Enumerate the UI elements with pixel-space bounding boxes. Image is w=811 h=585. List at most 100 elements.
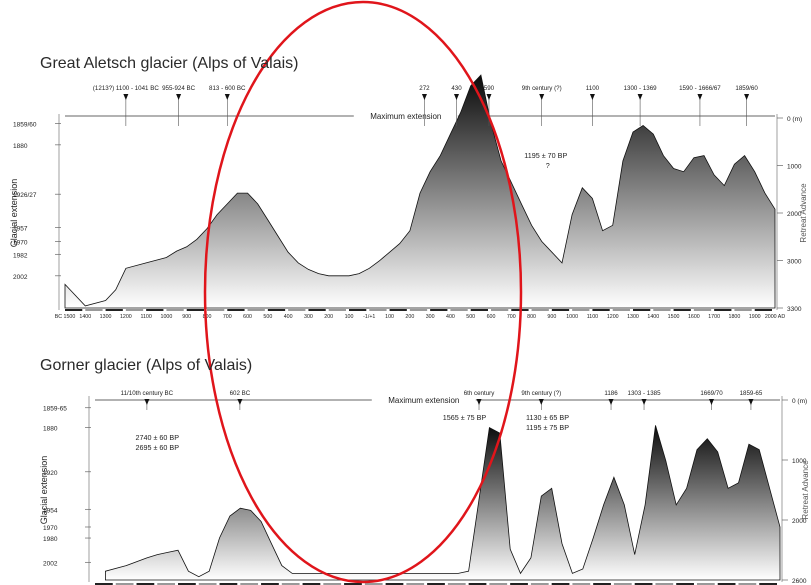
aletsch-xtick-label: 300 — [304, 314, 313, 320]
chart-title-aletsch: Great Aletsch glacier (Alps of Valais) — [40, 55, 298, 73]
aletsch-period-arrow — [638, 94, 643, 100]
aletsch-xtick-label: 200 — [324, 314, 333, 320]
aletsch-period-arrow — [697, 94, 702, 100]
aletsch-xtick-label: 800 — [527, 314, 536, 320]
aletsch-period-label: 1100 — [586, 85, 600, 92]
aletsch-ytick-right: 3000 — [787, 259, 802, 266]
aletsch-ylabel: Glacial extension — [9, 179, 19, 248]
aletsch-annotation: 1195 ± 70 BP — [524, 151, 567, 160]
aletsch-annotation: ? — [546, 161, 550, 170]
aletsch-xtick-label: -1/+1 — [363, 314, 375, 320]
gorner-period-label: 9th century (?) — [521, 390, 561, 397]
aletsch-ytick-left: 2002 — [13, 274, 28, 281]
aletsch-period-arrow — [176, 94, 181, 100]
gorner-ytick-left: 1859-65 — [43, 406, 67, 413]
aletsch-xtick-label: 500 — [466, 314, 475, 320]
aletsch-xtick-label: 1300 — [627, 314, 639, 320]
gorner-glacier-area — [105, 425, 780, 580]
aletsch-xtick-label: 1400 — [647, 314, 659, 320]
aletsch-period-label: 590 — [484, 85, 495, 92]
gorner-annotation: 1565 ± 75 BP — [443, 413, 487, 422]
gorner-annotation: 2695 ± 60 BP — [136, 443, 180, 452]
gorner-period-label: 6th century — [464, 390, 496, 397]
aletsch-period-label: 1859/60 — [735, 85, 758, 92]
aletsch-ytick-left: 1957 — [13, 225, 28, 232]
aletsch-xtick-label: 1300 — [100, 314, 112, 320]
aletsch-period-label: 9th century (?) — [522, 85, 562, 92]
gorner-ytick-left: 1920 — [43, 470, 58, 477]
aletsch-xtick-label: 1700 — [708, 314, 720, 320]
aletsch-xtick-label: 1600 — [688, 314, 700, 320]
aletsch-period-label: 813 - 600 BC — [209, 85, 246, 92]
gorner-band-label: Maximum extension — [388, 396, 459, 405]
gorner-period-arrow — [642, 399, 647, 405]
gorner-ytick-left: 2002 — [43, 560, 58, 567]
aletsch-period-arrow — [539, 94, 544, 100]
aletsch-xtick-label: 400 — [446, 314, 455, 320]
gorner-ytick-left: 1954 — [43, 507, 58, 514]
aletsch-ytick-left: 1880 — [13, 143, 28, 150]
aletsch-xtick-label: 700 — [223, 314, 232, 320]
aletsch-ytick-right: 3300 — [787, 306, 802, 313]
gorner-period-label: 11/10th century BC — [121, 390, 174, 397]
aletsch-period-arrow — [454, 94, 459, 100]
gorner-period-arrow — [539, 399, 544, 405]
aletsch-xtick-label: 1100 — [140, 314, 151, 320]
aletsch-period-label: (1213?) 1100 - 1041 BC — [93, 85, 159, 92]
gorner-period-label: 602 BC — [230, 390, 251, 397]
chart-title-gorner: Gorner glacier (Alps of Valais) — [40, 357, 252, 375]
aletsch-period-label: 955-924 BC — [162, 85, 196, 92]
aletsch-xtick-label: 1200 — [120, 314, 132, 320]
gorner-annotation: 2740 ± 60 BP — [136, 433, 180, 442]
gorner-ytick-right: 2600 — [792, 578, 807, 585]
aletsch-band-label: Maximum extension — [370, 112, 441, 121]
gorner-ytick-right: 0 (m) — [792, 398, 807, 405]
aletsch-xtick-label: 1100 — [587, 314, 598, 320]
aletsch-xtick-label: 600 — [243, 314, 252, 320]
aletsch-ytick-right: 1000 — [787, 164, 802, 171]
aletsch-xtick-label: 700 — [507, 314, 516, 320]
aletsch-xtick-label: 1400 — [79, 314, 91, 320]
aletsch-xtick-label: 1900 — [749, 314, 761, 320]
aletsch-xtick-label: 1500 — [668, 314, 680, 320]
aletsch-xtick-label: 500 — [263, 314, 272, 320]
gorner-period-arrow — [477, 399, 482, 405]
aletsch-xtick-label: BC 1500 — [55, 314, 76, 320]
aletsch-xtick-label: 900 — [182, 314, 191, 320]
aletsch-xtick-label: 100 — [385, 314, 394, 320]
gorner-period-arrow — [144, 399, 149, 405]
gorner-ytick-left: 1980 — [43, 536, 58, 543]
aletsch-period-arrow — [486, 94, 491, 100]
gorner-right-axis-label: Retreat Advance — [801, 460, 810, 520]
gorner-period-label: 1669/70 — [700, 390, 723, 397]
aletsch-period-arrow — [225, 94, 230, 100]
aletsch-period-arrow — [590, 94, 595, 100]
aletsch-xtick-label: 100 — [345, 314, 354, 320]
gorner-period-arrow — [237, 399, 242, 405]
aletsch-period-arrow — [744, 94, 749, 100]
aletsch-right-axis-label: Retreat Advance — [799, 183, 808, 243]
aletsch-xtick-label: 1200 — [607, 314, 619, 320]
aletsch-xtick-label: 600 — [487, 314, 496, 320]
aletsch-period-label: 430 — [451, 85, 462, 92]
gorner-period-arrow — [709, 399, 714, 405]
gorner-period-arrow — [748, 399, 753, 405]
aletsch-xtick-label: 1000 — [161, 314, 173, 320]
aletsch-period-arrow — [422, 94, 427, 100]
gorner-ytick-left: 1970 — [43, 525, 58, 532]
gorner-period-label: 1859-65 — [740, 390, 763, 397]
aletsch-xtick-label: 900 — [547, 314, 556, 320]
gorner-period-arrow — [609, 399, 614, 405]
gorner-period-label: 1303 - 1385 — [628, 390, 662, 397]
aletsch-xtick-label: 2000 AD — [765, 314, 785, 320]
aletsch-ytick-left: 1926/27 — [13, 192, 37, 199]
aletsch-xtick-label: 1800 — [729, 314, 741, 320]
aletsch-ytick-left: 1982 — [13, 252, 28, 259]
aletsch-xtick-label: 300 — [426, 314, 435, 320]
aletsch-xtick-label: 200 — [405, 314, 414, 320]
aletsch-period-label: 272 — [419, 85, 430, 92]
gorner-ytick-left: 1880 — [43, 426, 58, 433]
gorner-annotation: 1195 ± 75 BP — [526, 423, 569, 432]
aletsch-ytick-left: 1859/60 — [13, 121, 37, 128]
